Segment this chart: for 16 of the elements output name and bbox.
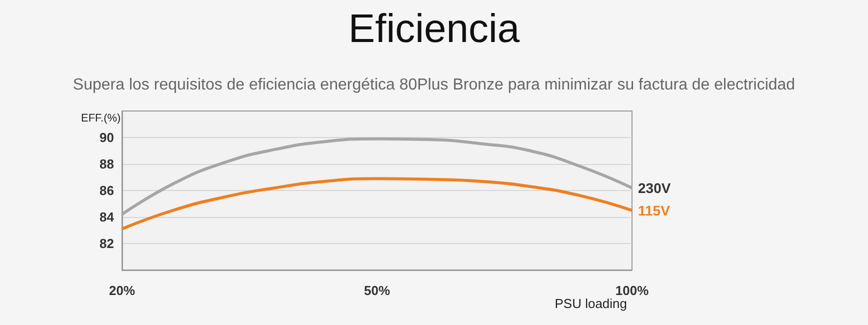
x-axis-title: PSU loading	[554, 296, 628, 311]
chart-subtitle: Supera los requisitos de eficiencia energética 80Plus Bronze para minimizar su factura de electricidad	[72, 76, 796, 94]
series-label: 115V	[638, 202, 671, 218]
chart-title: Eficiencia	[348, 7, 520, 51]
y-tick-label: 90	[100, 130, 114, 145]
y-tick-label: 84	[100, 210, 115, 224]
series-label: 230V	[638, 180, 672, 196]
y-tick-label: 82	[100, 236, 114, 251]
line-series	[120, 177, 634, 230]
y-axis-title: EFF.(%)	[81, 112, 121, 124]
x-tick-label: 100%	[615, 283, 650, 298]
y-tick-label: 88	[100, 156, 114, 172]
x-tick-label: 50%	[364, 283, 390, 298]
x-tick-label: 20%	[108, 283, 136, 298]
line-series	[120, 137, 634, 216]
y-tick-label: 86	[100, 183, 114, 198]
